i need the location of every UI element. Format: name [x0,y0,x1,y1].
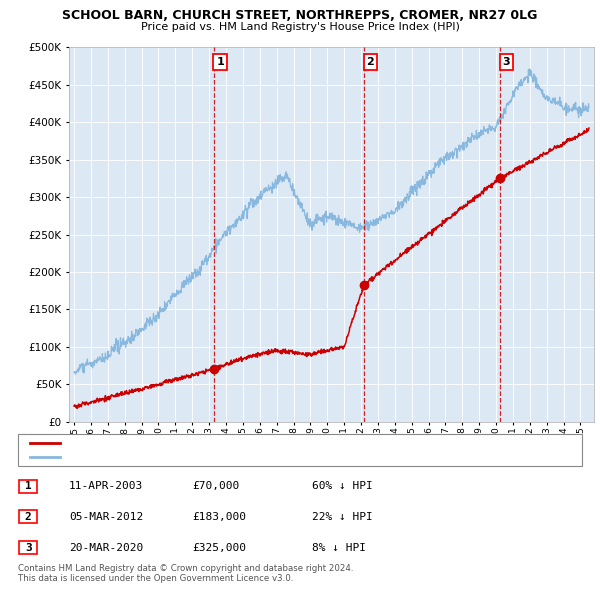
Text: 8% ↓ HPI: 8% ↓ HPI [312,543,366,552]
Text: £325,000: £325,000 [192,543,246,552]
Text: 3: 3 [25,543,32,552]
Text: 05-MAR-2012: 05-MAR-2012 [69,512,143,522]
Text: 20-MAR-2020: 20-MAR-2020 [69,543,143,552]
Text: 2: 2 [25,512,32,522]
Text: HPI: Average price, detached house, North Norfolk: HPI: Average price, detached house, Nort… [69,452,315,462]
Text: £183,000: £183,000 [192,512,246,522]
Text: Price paid vs. HM Land Registry's House Price Index (HPI): Price paid vs. HM Land Registry's House … [140,22,460,32]
Text: 1: 1 [25,481,32,491]
Text: SCHOOL BARN, CHURCH STREET, NORTHREPPS, CROMER, NR27 0LG (detached house): SCHOOL BARN, CHURCH STREET, NORTHREPPS, … [69,438,494,448]
Text: 60% ↓ HPI: 60% ↓ HPI [312,481,373,491]
Text: £70,000: £70,000 [192,481,239,491]
Text: 3: 3 [502,57,510,67]
Text: 2: 2 [367,57,374,67]
Text: SCHOOL BARN, CHURCH STREET, NORTHREPPS, CROMER, NR27 0LG: SCHOOL BARN, CHURCH STREET, NORTHREPPS, … [62,9,538,22]
Text: 1: 1 [216,57,224,67]
Text: Contains HM Land Registry data © Crown copyright and database right 2024.
This d: Contains HM Land Registry data © Crown c… [18,563,353,583]
Text: 11-APR-2003: 11-APR-2003 [69,481,143,491]
Text: 22% ↓ HPI: 22% ↓ HPI [312,512,373,522]
